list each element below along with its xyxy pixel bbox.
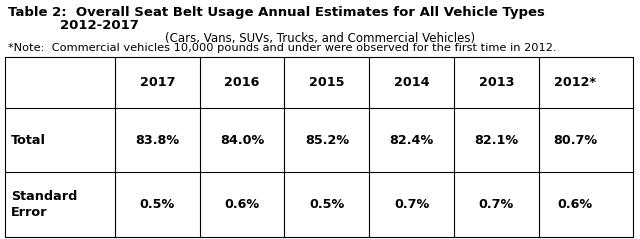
Text: 2017: 2017 bbox=[140, 76, 175, 89]
Text: *Note:  Commercial vehicles 10,000 pounds and under were observed for the first : *Note: Commercial vehicles 10,000 pounds… bbox=[8, 43, 557, 53]
Text: 2016: 2016 bbox=[225, 76, 260, 89]
Text: 2012*: 2012* bbox=[554, 76, 596, 89]
Text: 0.5%: 0.5% bbox=[140, 198, 175, 211]
Text: 0.5%: 0.5% bbox=[309, 198, 344, 211]
Text: 0.6%: 0.6% bbox=[225, 198, 260, 211]
Text: 0.6%: 0.6% bbox=[557, 198, 593, 211]
Text: (Cars, Vans, SUVs, Trucks, and Commercial Vehicles): (Cars, Vans, SUVs, Trucks, and Commercia… bbox=[165, 32, 475, 45]
Text: Total: Total bbox=[11, 134, 46, 147]
Text: 85.2%: 85.2% bbox=[305, 134, 349, 147]
Text: Table 2:  Overall Seat Belt Usage Annual Estimates for All Vehicle Types: Table 2: Overall Seat Belt Usage Annual … bbox=[8, 6, 545, 19]
Text: 82.1%: 82.1% bbox=[474, 134, 518, 147]
Text: 2015: 2015 bbox=[309, 76, 344, 89]
Text: 83.8%: 83.8% bbox=[135, 134, 179, 147]
Text: 0.7%: 0.7% bbox=[394, 198, 429, 211]
Text: 82.4%: 82.4% bbox=[390, 134, 434, 147]
Text: 2014: 2014 bbox=[394, 76, 429, 89]
Text: 2013: 2013 bbox=[479, 76, 514, 89]
Text: 0.7%: 0.7% bbox=[479, 198, 514, 211]
Text: 80.7%: 80.7% bbox=[553, 134, 597, 147]
Text: 84.0%: 84.0% bbox=[220, 134, 264, 147]
Text: Standard
Error: Standard Error bbox=[11, 190, 77, 219]
Text: 2012-2017: 2012-2017 bbox=[60, 19, 139, 32]
Bar bbox=[5, 57, 633, 237]
